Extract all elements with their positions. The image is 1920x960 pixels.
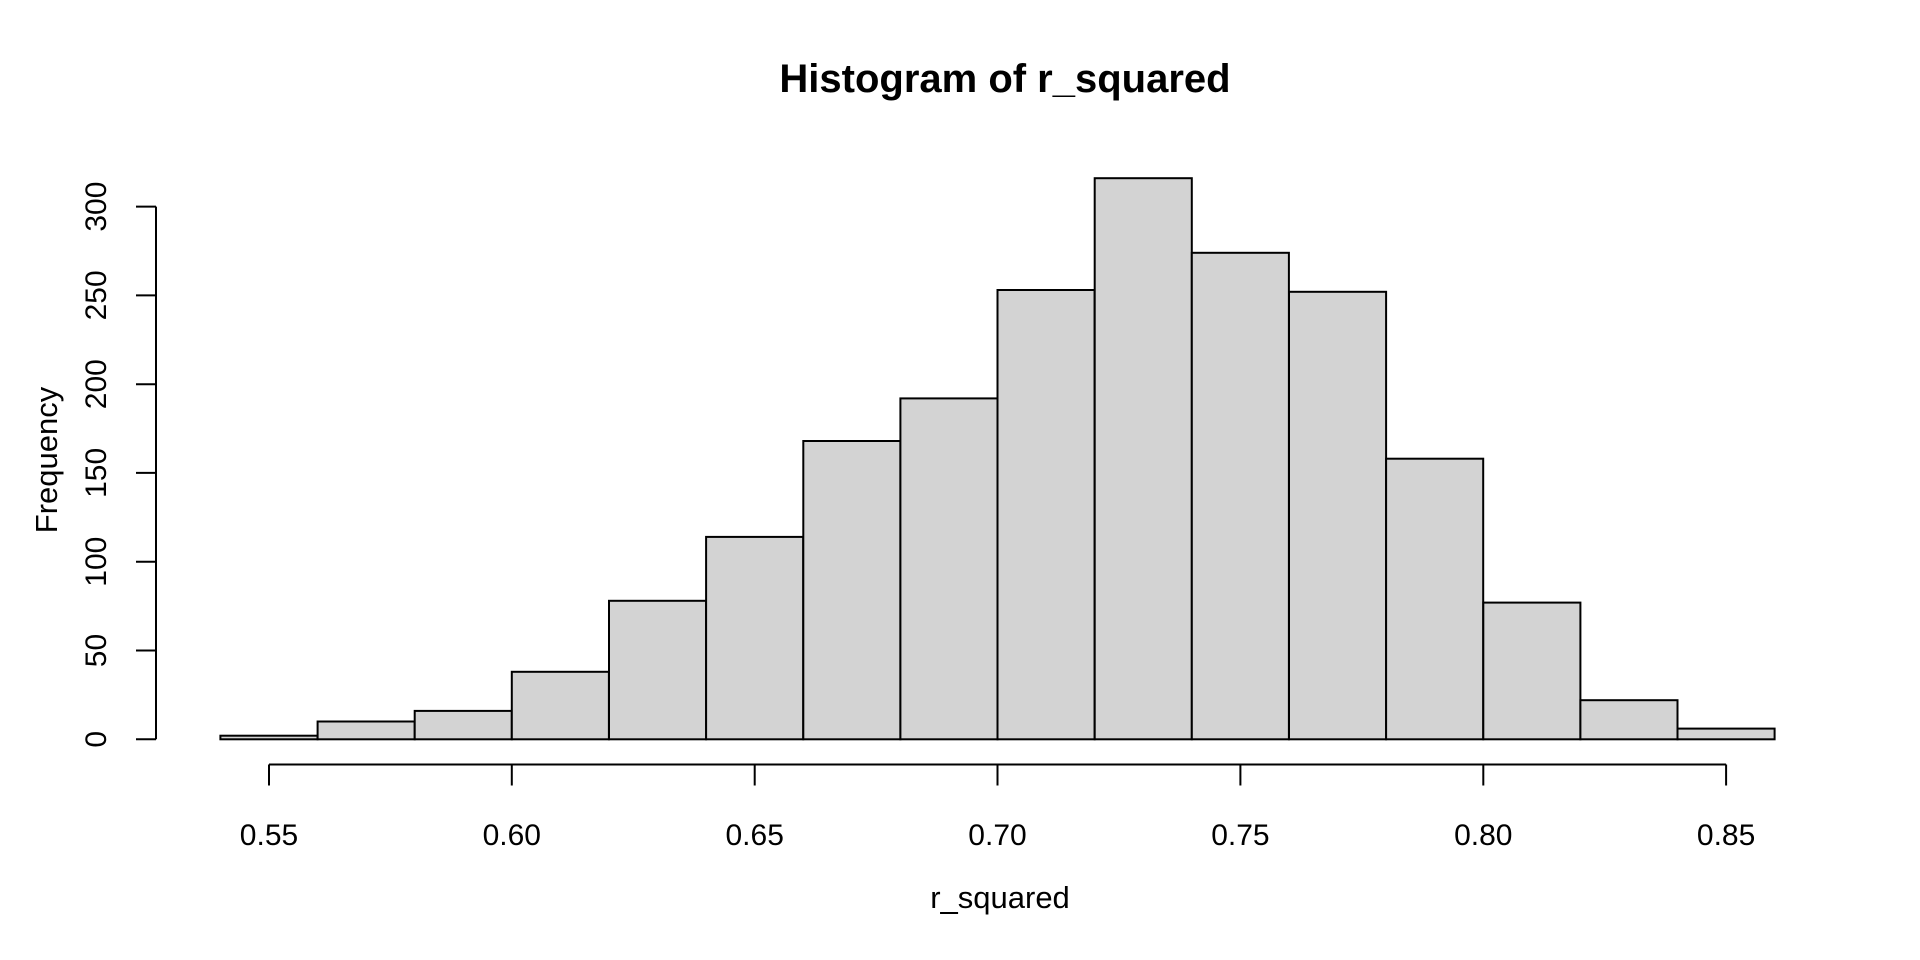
x-axis-label: r_squared <box>930 880 1070 915</box>
histogram-bar <box>608 599 708 741</box>
x-tick-label: 0.55 <box>240 819 298 852</box>
histogram-bar <box>705 535 805 741</box>
histogram-bar <box>316 720 416 741</box>
y-tick-label: 50 <box>80 634 113 667</box>
y-tick-label: 150 <box>80 448 113 498</box>
histogram-bar <box>413 709 513 741</box>
x-tick-label: 0.60 <box>483 819 541 852</box>
histogram-bar <box>1482 601 1582 741</box>
histogram-bar <box>996 289 1096 741</box>
x-tick-label: 0.85 <box>1697 819 1755 852</box>
chart-title: Histogram of r_squared <box>779 57 1230 101</box>
y-axis-label: Frequency <box>29 386 64 533</box>
histogram-bar <box>1093 177 1193 741</box>
bars-layer <box>219 177 1776 741</box>
x-tick-label: 0.75 <box>1211 819 1269 852</box>
histogram-bar <box>219 734 319 741</box>
histogram-bar <box>1190 251 1290 741</box>
histogram-bar <box>899 397 999 741</box>
histogram-bar <box>1288 290 1388 741</box>
histogram-bar <box>1579 699 1679 741</box>
x-tick-label: 0.70 <box>968 819 1026 852</box>
histogram-bar <box>1676 727 1776 741</box>
histogram-bar <box>510 670 610 741</box>
y-tick-label: 200 <box>80 359 113 409</box>
y-tick-label: 300 <box>80 182 113 232</box>
y-tick-label: 0 <box>80 731 113 748</box>
histogram-bar <box>1385 457 1485 741</box>
y-tick-label: 100 <box>80 537 113 587</box>
y-tick-label: 250 <box>80 270 113 320</box>
histogram-bar <box>802 440 902 741</box>
x-tick-label: 0.65 <box>726 819 784 852</box>
x-tick-label: 0.80 <box>1454 819 1512 852</box>
axes-layer: 0.55 0.60 0.65 0.70 0.75 0.80 0.85 0 50 100 150 200… <box>80 182 1755 852</box>
